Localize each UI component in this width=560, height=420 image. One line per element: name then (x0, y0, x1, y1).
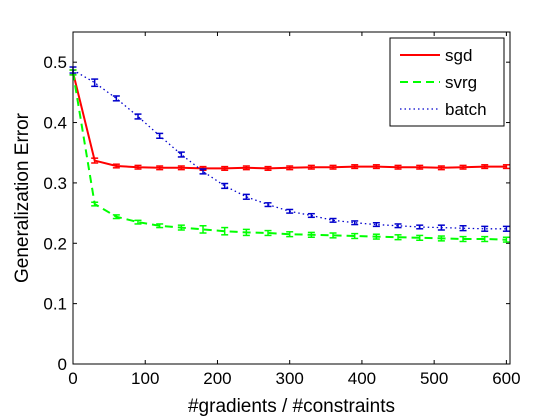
legend-label-svrg: svrg (445, 73, 477, 92)
legend-label-batch: batch (445, 100, 487, 119)
error-bar (264, 165, 272, 171)
error-bar (329, 232, 337, 239)
error-bar (437, 165, 445, 171)
error-bar (112, 163, 120, 169)
error-bar (329, 164, 337, 170)
error-bar (221, 165, 229, 171)
error-bar (307, 212, 315, 219)
error-bar (91, 201, 99, 207)
y-axis-label: Generalization Error (12, 112, 33, 283)
error-bar (199, 225, 207, 234)
error-bar (481, 164, 489, 170)
error-bar (329, 217, 337, 223)
error-bar (502, 225, 510, 232)
series-batch (69, 66, 510, 232)
error-bar (242, 228, 250, 237)
error-bar (437, 224, 445, 231)
error-bar (264, 229, 272, 237)
error-bar (134, 164, 142, 170)
x-axis-label: #gradients / #constraints (188, 396, 395, 417)
error-bar (481, 225, 489, 232)
error-bar (177, 224, 185, 231)
error-bar (286, 231, 294, 238)
error-bar (394, 234, 402, 241)
error-bar (372, 221, 380, 228)
error-bar (199, 168, 207, 175)
error-bar (351, 232, 359, 240)
error-bar (156, 132, 164, 139)
error-bar (307, 164, 315, 170)
error-bar (177, 151, 185, 158)
error-bar (372, 164, 380, 170)
error-bar (177, 165, 185, 171)
y-tick-label: 0.1 (43, 295, 67, 314)
series-line-svrg (72, 72, 507, 241)
error-bar (481, 235, 489, 243)
error-bar (459, 164, 467, 170)
error-bar (394, 164, 402, 170)
error-bar (394, 223, 402, 229)
error-bar (502, 164, 510, 170)
error-bar (91, 157, 99, 164)
error-bar (221, 226, 229, 236)
error-bar (416, 234, 424, 242)
error-bar (351, 220, 359, 226)
error-bar (459, 235, 467, 243)
error-bar (416, 164, 424, 170)
error-bar (156, 165, 164, 171)
x-tick-label: 0 (68, 369, 77, 388)
error-bar (91, 78, 99, 88)
legend-box (389, 37, 505, 127)
error-bar (134, 219, 142, 225)
error-bar (502, 236, 510, 243)
error-bar (156, 223, 164, 229)
error-bar (286, 208, 294, 214)
series-svrg (69, 69, 510, 243)
series-sgd (69, 69, 510, 171)
x-tick-label: 400 (348, 369, 376, 388)
axes-frame (72, 31, 511, 365)
error-bar (351, 164, 359, 170)
y-tick-label: 0.4 (43, 114, 67, 133)
error-bar (437, 235, 445, 242)
axes (72, 31, 511, 365)
error-bar (242, 165, 250, 171)
error-bar (112, 214, 120, 220)
y-tick-label: 0 (58, 355, 67, 374)
error-bar (242, 193, 250, 200)
x-tick-label: 500 (420, 369, 448, 388)
x-tick-label: 200 (203, 369, 231, 388)
x-tick-label: 100 (131, 369, 159, 388)
legend: sgd svrg batch (389, 37, 505, 127)
legend-label-sgd: sgd (445, 46, 472, 65)
error-bar (416, 224, 424, 230)
x-tick-label: 600 (492, 369, 520, 388)
plot-area (69, 66, 510, 243)
error-bar (459, 225, 467, 232)
error-bar (372, 233, 380, 240)
error-bar (134, 113, 142, 120)
y-tick-label: 0.2 (43, 234, 67, 253)
error-bar (286, 165, 294, 171)
y-tick-label: 0.3 (43, 174, 67, 193)
ticks: 0 100 200 300 400 500 600 0 0.1 0.2 0.3 0.4 0.5 (43, 32, 521, 388)
error-bar (221, 182, 229, 190)
error-bar (264, 202, 272, 208)
y-tick-label: 0.5 (43, 53, 67, 72)
error-bar (112, 95, 120, 102)
x-tick-label: 300 (276, 369, 304, 388)
error-bar (307, 231, 315, 238)
